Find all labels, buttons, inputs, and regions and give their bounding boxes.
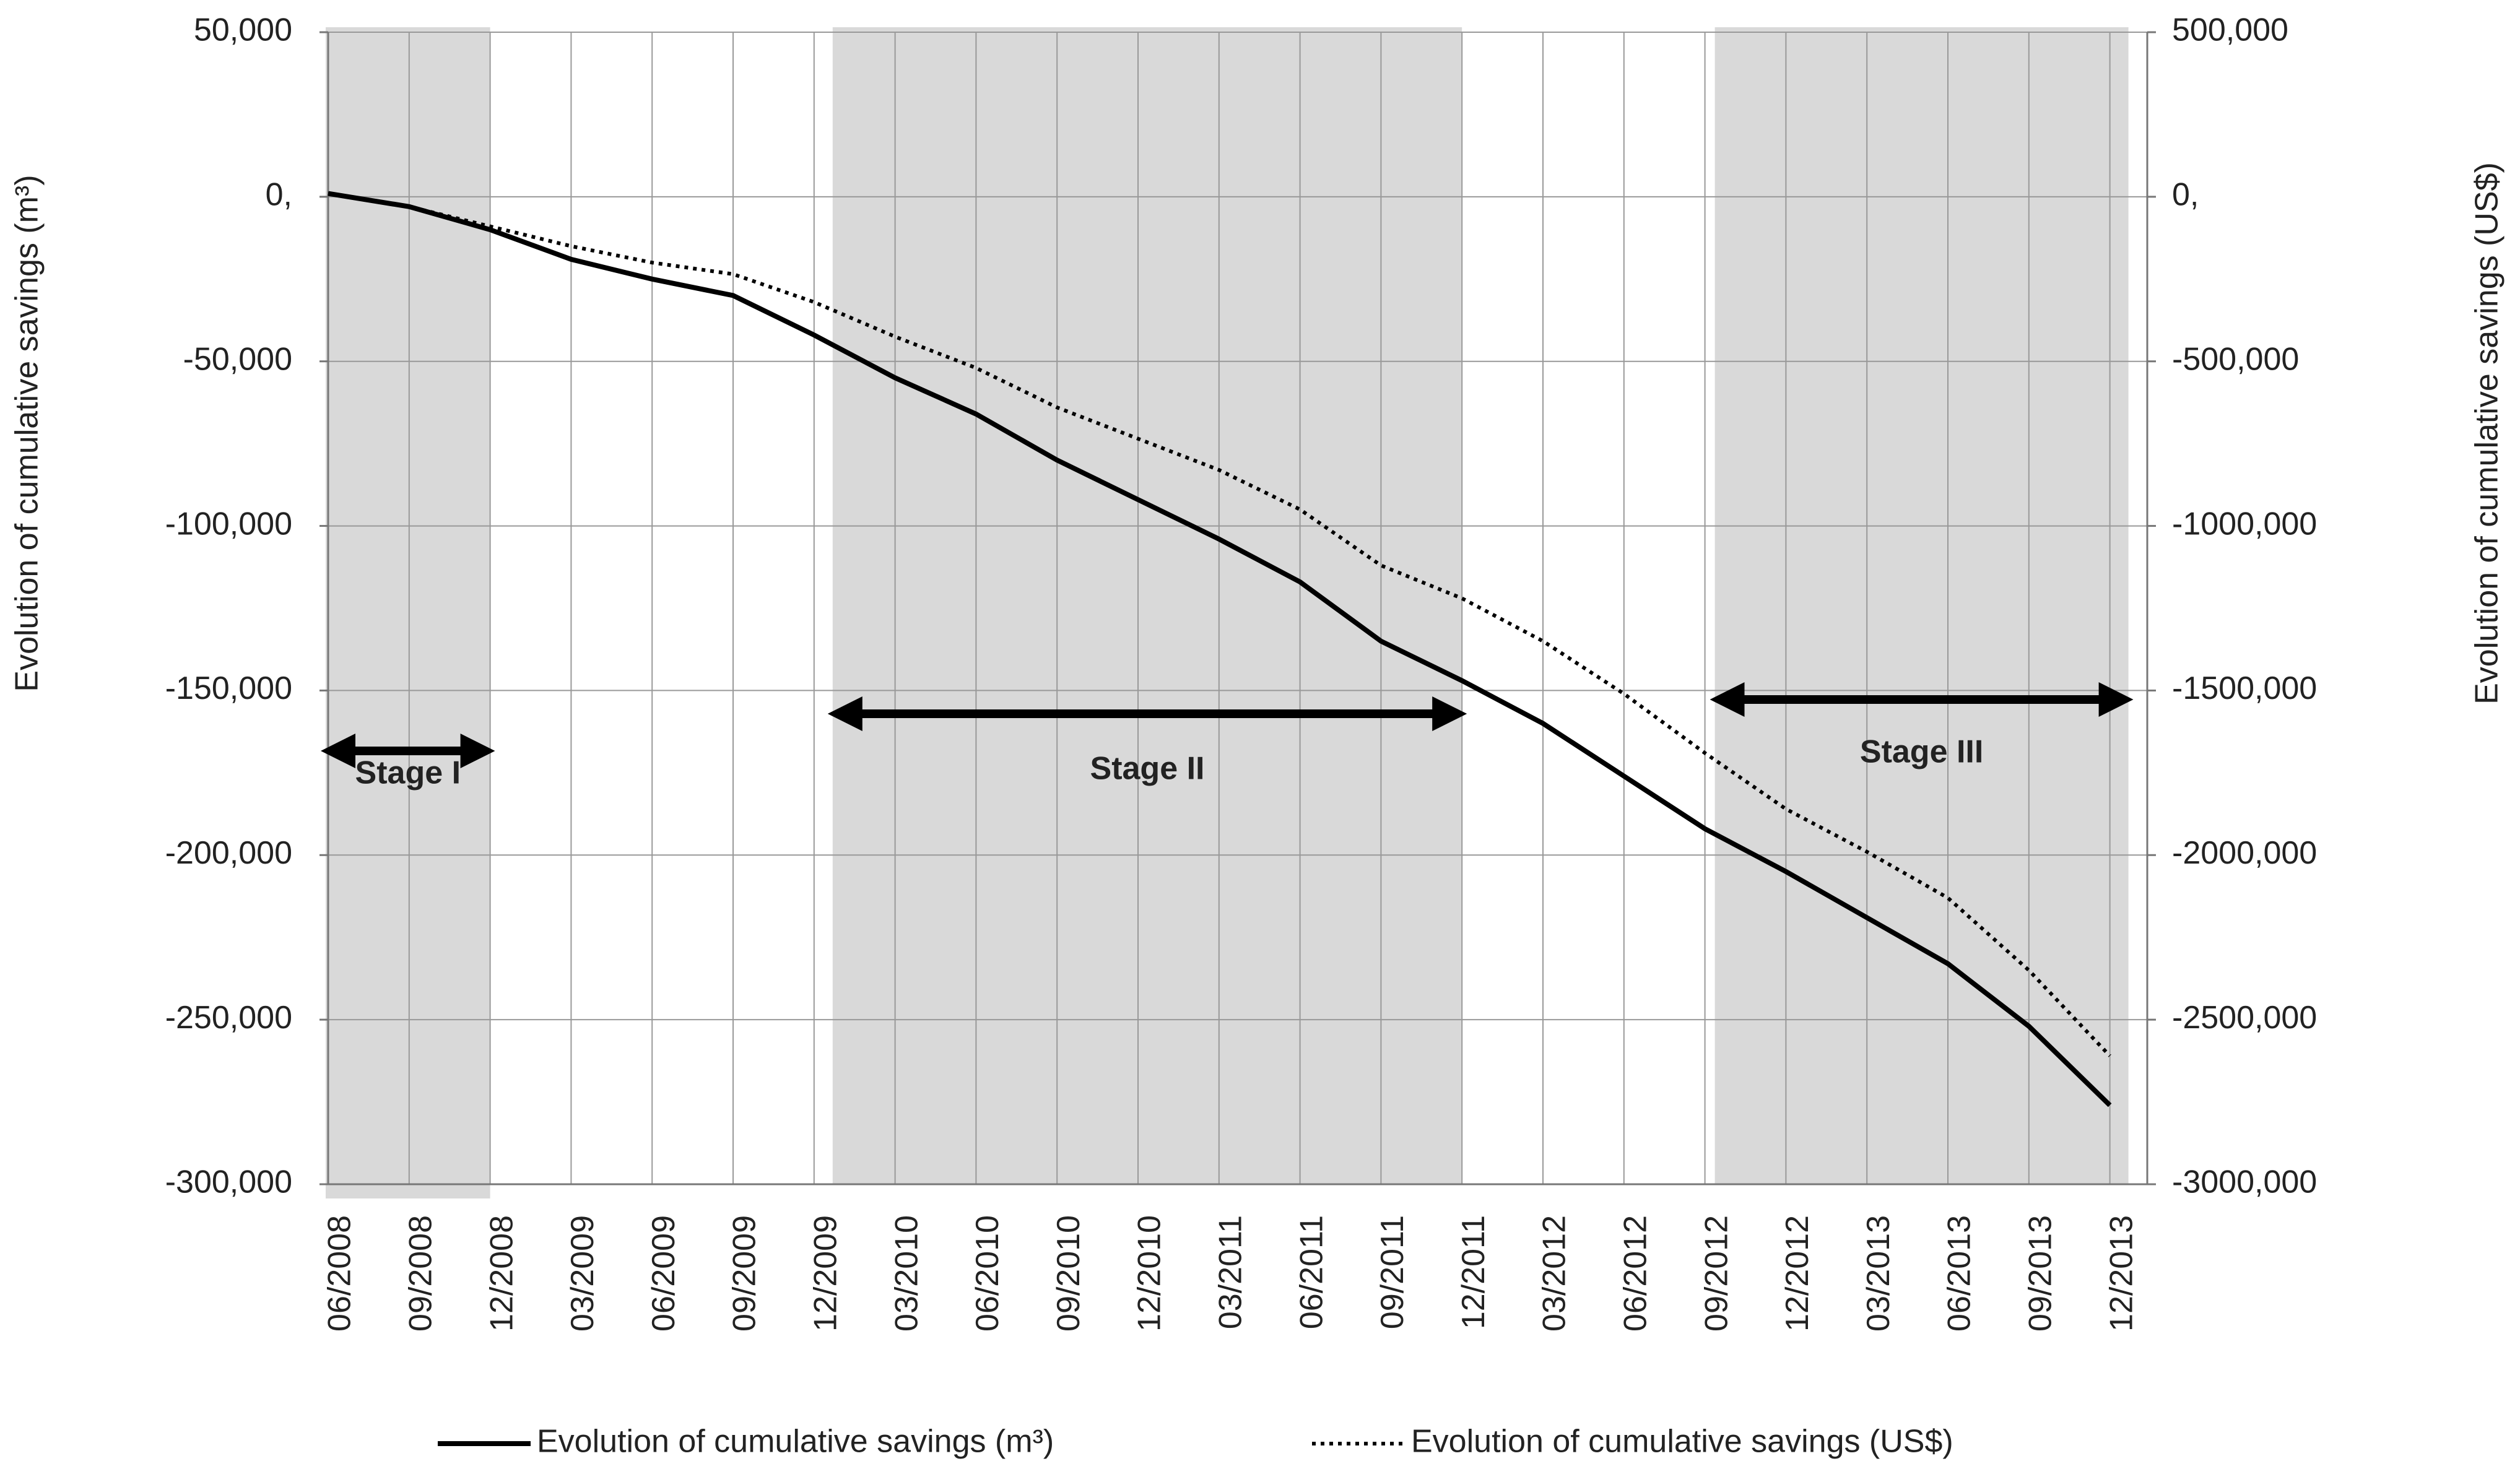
y-tick-label: -50,000 [183, 341, 292, 377]
series-line [328, 191, 2112, 1107]
x-tick-label: 06/2010 [970, 1215, 1006, 1332]
x-tick-label: 12/2008 [484, 1215, 519, 1332]
x-tick-label: 12/2012 [1779, 1215, 1815, 1332]
stage-band [832, 27, 1462, 1184]
y-tick-label: 0, [266, 177, 292, 213]
y-tick-label: -150,000 [165, 670, 292, 706]
y2-tick-label: -3000,000 [2172, 1164, 2317, 1200]
x-tick-label: 09/2012 [1698, 1215, 1734, 1332]
series-line [328, 191, 2111, 1057]
x-tick-label: 12/2010 [1132, 1215, 1168, 1332]
legend-label: Evolution of cumulative savings (m³) [537, 1424, 1054, 1460]
y-tick-label: -200,000 [165, 835, 292, 871]
x-tick-label: 09/2013 [2023, 1215, 2059, 1332]
x-tick-label: 09/2008 [403, 1215, 439, 1332]
y2-tick-label: 500,000 [2172, 12, 2288, 48]
x-tick-label: 06/2013 [1942, 1215, 1978, 1332]
y2-tick-label: -2500,000 [2172, 1000, 2317, 1036]
y-axis-title: Evolution of cumulative savings (m³) [9, 175, 45, 691]
stage-band [326, 27, 490, 1198]
y-tick-label: -250,000 [165, 1000, 292, 1036]
stage-band [1714, 27, 2129, 1184]
y-tick-label: -300,000 [165, 1164, 292, 1200]
x-tick-label: 03/2010 [889, 1215, 924, 1332]
x-tick-label: 03/2012 [1537, 1215, 1573, 1332]
x-tick-label: 03/2011 [1213, 1215, 1249, 1329]
x-tick-label: 12/2013 [2103, 1215, 2139, 1332]
x-tick-label: 06/2012 [1618, 1215, 1654, 1332]
x-tick-label: 09/2009 [727, 1215, 763, 1332]
x-tick-label: 06/2008 [322, 1215, 358, 1332]
x-tick-label: 09/2010 [1051, 1215, 1087, 1332]
y2-tick-label: -1000,000 [2172, 506, 2317, 542]
y-tick-label: 50,000 [194, 12, 292, 48]
y2-tick-label: -2000,000 [2172, 835, 2317, 871]
y-tick-label: -100,000 [165, 506, 292, 542]
x-tick-label: 09/2011 [1375, 1215, 1410, 1329]
x-tick-label: 06/2009 [646, 1215, 682, 1332]
x-tick-label: 03/2009 [565, 1215, 601, 1332]
y2-tick-label: -500,000 [2172, 341, 2299, 377]
y2-axis-title: Evolution of cumulative savings (US$) [2469, 162, 2505, 704]
x-tick-label: 12/2011 [1456, 1215, 1492, 1329]
x-tick-label: 12/2009 [808, 1215, 844, 1332]
legend-label: Evolution of cumulative savings (US$) [1411, 1424, 1953, 1460]
y2-tick-label: -1500,000 [2172, 670, 2317, 706]
x-tick-label: 06/2011 [1293, 1215, 1329, 1329]
x-tick-label: 03/2013 [1861, 1215, 1897, 1332]
stage-label: Stage I [355, 755, 461, 791]
stage-label: Stage III [1860, 734, 1983, 770]
y2-tick-label: 0, [2172, 177, 2199, 213]
stage-label: Stage II [1090, 751, 1205, 787]
